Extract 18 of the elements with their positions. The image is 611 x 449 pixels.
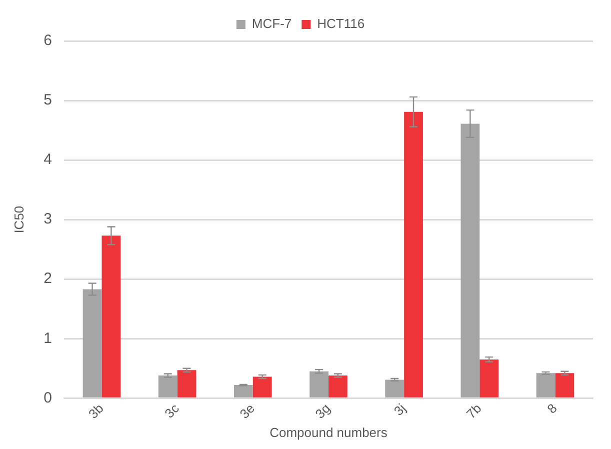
x-tick-label: 3j — [390, 400, 409, 418]
y-tick-label: 0 — [44, 389, 52, 406]
x-tick-label: 3c — [162, 400, 182, 422]
y-tick-label: 6 — [44, 32, 52, 50]
y-tick-label: 1 — [44, 330, 52, 347]
legend-label: HCT116 — [317, 16, 365, 32]
y-tick-label: 5 — [44, 92, 52, 109]
legend-label: MCF-7 — [252, 16, 292, 32]
x-tick-label: 3b — [86, 400, 106, 422]
x-tick-label: 3g — [312, 400, 334, 422]
x-tick-label: 8 — [544, 400, 560, 416]
y-tick-label: 4 — [44, 151, 52, 168]
x-tick-label: 3e — [236, 400, 258, 422]
y-tick-label: 3 — [44, 210, 52, 228]
x-axis-title: Compound numbers — [270, 424, 388, 440]
y-axis-title: IC50 — [11, 206, 26, 234]
y-tick-label: 2 — [44, 270, 52, 288]
x-tick-label: 7b — [463, 400, 484, 422]
